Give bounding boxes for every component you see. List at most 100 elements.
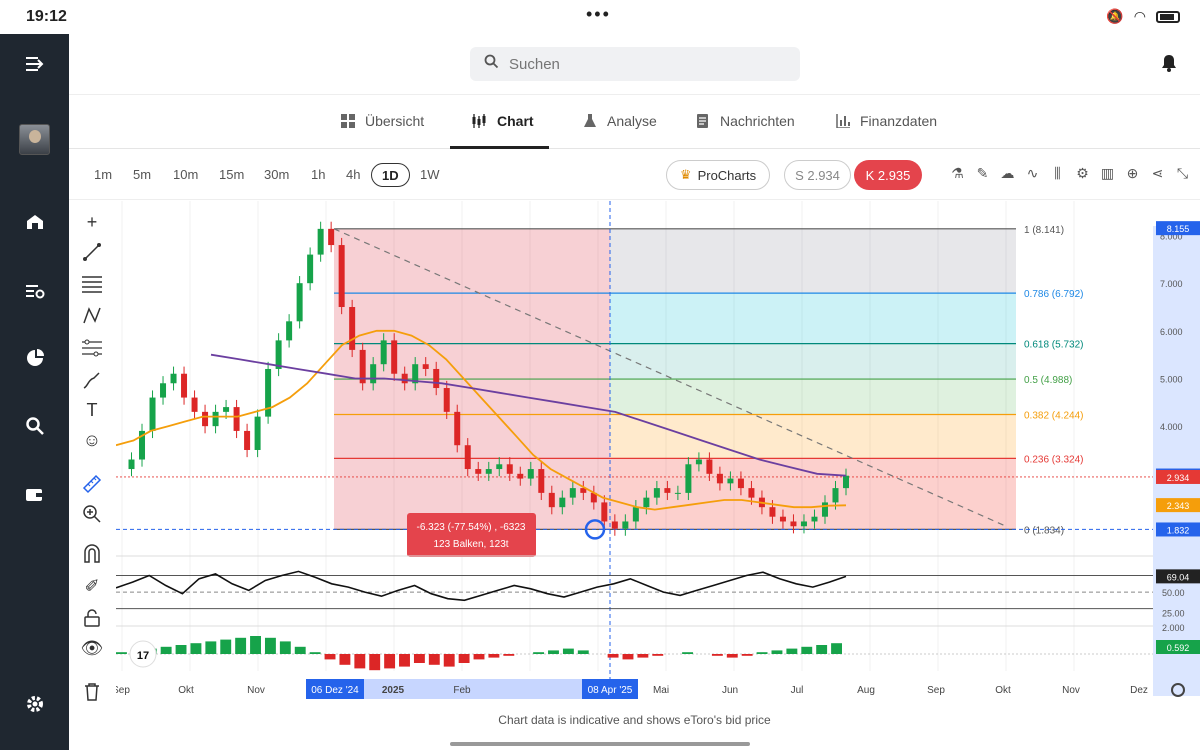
chart-toolbar: 1m 5m 10m 15m 30m 1h 4h 1D 1W ♛ ProChart… bbox=[69, 150, 1200, 200]
procharts-button[interactable]: ♛ ProCharts bbox=[666, 160, 770, 190]
timeframe-15m[interactable]: 15m bbox=[219, 167, 245, 182]
line-type-icon[interactable]: ∿ bbox=[1026, 165, 1039, 181]
candle-body bbox=[380, 340, 387, 365]
indicators-icon[interactable]: ⚗ bbox=[951, 165, 964, 181]
candle-body bbox=[527, 469, 534, 479]
macd-bar bbox=[622, 654, 634, 660]
price-tag bbox=[1156, 221, 1200, 236]
candle-body bbox=[485, 469, 492, 474]
status-icons: 🔕 ◠ bbox=[1106, 8, 1180, 25]
fib-label: 0.382 (4.244) bbox=[1024, 411, 1084, 422]
bar-type-icon[interactable]: ▥ bbox=[1100, 165, 1115, 181]
macd-bar bbox=[488, 654, 500, 658]
unlock-icon[interactable] bbox=[78, 605, 106, 631]
fib-label: 0.786 (6.792) bbox=[1024, 289, 1084, 300]
fib-tool-icon[interactable] bbox=[78, 335, 106, 361]
top-bar bbox=[69, 34, 1200, 94]
ma-orange-line bbox=[115, 329, 847, 511]
timeframe-1h[interactable]: 1h bbox=[311, 167, 326, 182]
expand-menu-icon[interactable] bbox=[0, 44, 69, 84]
candle-body bbox=[580, 488, 587, 493]
candle-body bbox=[181, 373, 188, 398]
text-tool-icon[interactable]: T bbox=[86, 399, 98, 420]
candle-body bbox=[790, 521, 797, 527]
tab-label: Finanzdaten bbox=[860, 113, 938, 129]
candle-body bbox=[454, 411, 461, 446]
candle-type-icon[interactable]: ⫼ bbox=[1054, 165, 1061, 181]
measure-text: -6.323 (-77.54%) , -6323 bbox=[417, 522, 526, 533]
timeframe-10m[interactable]: 10m bbox=[173, 167, 199, 182]
zoom-in-icon[interactable] bbox=[78, 501, 106, 527]
cloud-icon[interactable]: ☁ bbox=[1000, 165, 1015, 181]
timeframe-5m[interactable]: 5m bbox=[133, 167, 152, 182]
macd-bar bbox=[503, 654, 515, 656]
avatar[interactable] bbox=[19, 124, 50, 155]
home-icon[interactable] bbox=[0, 202, 69, 242]
x-tick: Aug bbox=[857, 685, 875, 696]
settings-gear-icon[interactable] bbox=[0, 684, 69, 724]
candle-body bbox=[338, 245, 345, 308]
trash-icon[interactable] bbox=[78, 679, 106, 705]
candle-body bbox=[695, 459, 702, 465]
tab-chart[interactable]: Chart bbox=[472, 113, 534, 129]
trendline-icon[interactable] bbox=[78, 239, 106, 265]
magnet-icon[interactable] bbox=[78, 541, 106, 567]
portfolio-pie-icon[interactable] bbox=[0, 338, 69, 378]
measure-box bbox=[407, 513, 536, 557]
watchlist-icon[interactable] bbox=[0, 272, 69, 312]
ruler-icon[interactable] bbox=[78, 471, 106, 497]
visibility-eye-icon[interactable]: 👁 bbox=[80, 637, 104, 658]
chart-canvas[interactable]: 1 (8.141) 0.786 (6.792) 0.618 (5.732) 0.5 (… bbox=[112, 201, 1200, 706]
tab-news[interactable]: Nachrichten bbox=[696, 113, 795, 129]
timeframe-1d[interactable]: 1D bbox=[371, 163, 410, 187]
macd-bar bbox=[220, 639, 232, 654]
candle-body bbox=[811, 516, 818, 522]
timeframe-30m[interactable]: 30m bbox=[264, 167, 290, 182]
sell-button[interactable]: S 2.934 bbox=[784, 160, 851, 190]
add-compare-icon[interactable]: ⊕ bbox=[1126, 165, 1139, 181]
candle-body bbox=[233, 407, 240, 431]
fib-label: 1 (8.141) bbox=[1024, 225, 1064, 236]
tab-financials[interactable]: Finanzdaten bbox=[836, 113, 937, 129]
timeframe-1w[interactable]: 1W bbox=[420, 167, 440, 182]
candle-body bbox=[359, 349, 366, 384]
home-indicator[interactable] bbox=[450, 742, 750, 746]
x-tick: Nov bbox=[247, 685, 265, 696]
x-tick: 06 Dez '24 bbox=[311, 685, 359, 696]
more-dots-icon[interactable]: ••• bbox=[586, 4, 611, 24]
tab-label: Analyse bbox=[607, 113, 657, 129]
buy-button[interactable]: K 2.935 bbox=[854, 160, 922, 190]
search-icon[interactable] bbox=[0, 406, 69, 446]
bell-icon[interactable] bbox=[1161, 54, 1177, 77]
macd-bar bbox=[533, 652, 545, 654]
pattern-icon[interactable] bbox=[78, 303, 106, 329]
candle-body bbox=[821, 502, 828, 517]
tradingview-logo-glyph: 17 bbox=[137, 650, 149, 662]
candle-body bbox=[244, 430, 251, 450]
wallet-icon[interactable] bbox=[0, 474, 69, 514]
timeframe-4h[interactable]: 4h bbox=[346, 167, 361, 182]
crosshair-icon[interactable]: + bbox=[86, 211, 98, 232]
lock-pencil-icon[interactable]: ✐ bbox=[84, 575, 100, 596]
brush-icon[interactable] bbox=[78, 367, 106, 393]
collapse-icon[interactable]: ⤡ bbox=[1176, 165, 1189, 181]
macd-tag-label: 0.592 bbox=[1167, 643, 1190, 653]
candle-body bbox=[538, 469, 545, 493]
search-input[interactable] bbox=[509, 55, 769, 73]
share-icon[interactable]: ⋖ bbox=[1151, 165, 1164, 181]
candle-body bbox=[265, 368, 272, 417]
search-box[interactable] bbox=[470, 47, 800, 81]
tab-overview[interactable]: Übersicht bbox=[341, 113, 424, 129]
horizontal-lines-icon[interactable] bbox=[78, 271, 106, 297]
candle-body bbox=[653, 488, 660, 498]
x-tick: Jul bbox=[791, 685, 804, 696]
price-chart[interactable]: 1 (8.141) 0.786 (6.792) 0.618 (5.732) 0.5 (… bbox=[112, 201, 1200, 706]
candle-body bbox=[832, 488, 839, 503]
pencil-icon[interactable]: ✎ bbox=[976, 165, 989, 181]
settings-icon[interactable]: ⚙ bbox=[1076, 165, 1089, 181]
timeframe-1m[interactable]: 1m bbox=[94, 167, 113, 182]
candle-body bbox=[506, 464, 513, 474]
emoji-icon[interactable]: ☺ bbox=[82, 429, 102, 450]
rsi-tag bbox=[1156, 569, 1200, 584]
tab-analysis[interactable]: Analyse bbox=[583, 113, 657, 129]
